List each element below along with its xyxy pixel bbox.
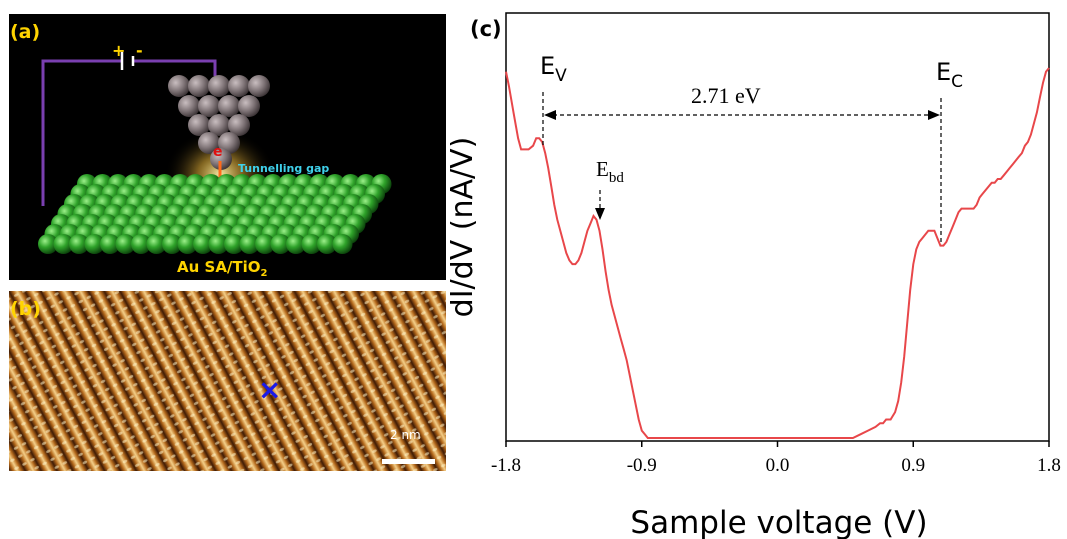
tip-atom bbox=[218, 95, 240, 117]
tip-atom bbox=[168, 75, 190, 97]
x-tick-label: -0.9 bbox=[627, 455, 657, 476]
surface-atom bbox=[317, 234, 337, 254]
sample-label: Au SA/TiO2 bbox=[177, 258, 268, 279]
tip-atom bbox=[208, 75, 230, 97]
scale-bar-label: 2 nm bbox=[390, 428, 421, 442]
surface-atom bbox=[301, 234, 322, 254]
band-gap-value: 2.71 eV bbox=[691, 83, 761, 108]
surface-atom bbox=[239, 234, 260, 254]
battery-plus-sign: + bbox=[112, 41, 125, 60]
panel-c-label: (c) bbox=[470, 17, 502, 41]
electron-symbol: e bbox=[213, 144, 223, 160]
tip-atom bbox=[198, 132, 220, 154]
stm-topography-image: × 2 nm (b) bbox=[9, 291, 446, 471]
tip-atom bbox=[248, 75, 270, 97]
didv-curve bbox=[505, 67, 1050, 439]
band-gap-annotation: 2.71 eV bbox=[542, 83, 942, 242]
surface-atom bbox=[177, 234, 198, 254]
panel-b-stm-topography: × 2 nm (b) bbox=[9, 291, 446, 471]
y-axis-label: dI/dV (nA/V) bbox=[450, 137, 480, 318]
tunnelling-gap-label: Tunnelling gap bbox=[238, 162, 329, 175]
didv-chart: (c) -1.8 -0.9 0.0 0.9 1.8 2.71 eV EV EC Ebd … bbox=[450, 12, 1061, 539]
surface-atom bbox=[38, 234, 58, 254]
tip-atom bbox=[198, 95, 220, 117]
tip-atom bbox=[228, 114, 250, 136]
tip-atom bbox=[188, 75, 210, 97]
surface-atom bbox=[224, 234, 244, 254]
circuit-wire bbox=[41, 59, 217, 206]
au-tio2-surface bbox=[38, 174, 392, 254]
tip-atom bbox=[228, 75, 250, 97]
panel-a-label: (a) bbox=[10, 21, 40, 43]
tip-atom bbox=[210, 148, 232, 170]
surface-atom bbox=[208, 234, 229, 254]
surface-atom bbox=[115, 234, 136, 254]
x-axis: -1.8 -0.9 0.0 0.9 1.8 bbox=[491, 441, 1061, 476]
panel-a-stm-schematic: + - e Tunnelling gap Au SA/TiO2 (a) bbox=[9, 14, 446, 280]
scale-bar bbox=[382, 459, 435, 464]
surface-atom bbox=[53, 234, 74, 254]
tip-atom bbox=[188, 114, 210, 136]
surface-atom bbox=[332, 234, 353, 254]
ec-label: EC bbox=[936, 58, 963, 92]
surface-atom bbox=[69, 234, 89, 254]
battery-icon bbox=[120, 52, 135, 70]
stm-schematic-graphic: + - e Tunnelling gap Au SA/TiO2 (a) bbox=[10, 21, 392, 279]
ev-label: EV bbox=[540, 52, 567, 86]
surface-atom bbox=[146, 234, 167, 254]
surface-atom bbox=[100, 234, 120, 254]
gap-arrow-right-head bbox=[928, 110, 940, 120]
tip-atom bbox=[238, 95, 260, 117]
surface-atom bbox=[286, 234, 306, 254]
battery-minus-sign: - bbox=[136, 41, 143, 60]
gap-arrow-left-head bbox=[544, 110, 556, 120]
plot-frame bbox=[505, 12, 1050, 442]
x-axis-label: Sample voltage (V) bbox=[630, 505, 927, 539]
ebd-arrow-head bbox=[595, 208, 605, 220]
surface-atom bbox=[84, 234, 105, 254]
surface-atom bbox=[255, 234, 275, 254]
panel-b-label: (b) bbox=[10, 298, 41, 320]
surface-atom bbox=[193, 234, 213, 254]
x-tick-label: 1.8 bbox=[1037, 455, 1061, 476]
surface-atom bbox=[162, 234, 182, 254]
panel-c-didv-chart: (c) -1.8 -0.9 0.0 0.9 1.8 2.71 eV EV EC Ebd … bbox=[450, 0, 1067, 539]
tip-atom bbox=[208, 114, 230, 136]
stm-tip bbox=[168, 75, 270, 170]
tip-atom bbox=[178, 95, 200, 117]
ebd-label: Ebd bbox=[596, 157, 624, 186]
surface-atom bbox=[270, 234, 291, 254]
x-tick-label: -1.8 bbox=[491, 455, 521, 476]
x-tick-label: 0.0 bbox=[766, 455, 790, 476]
x-tick-label: 0.9 bbox=[901, 455, 925, 476]
probe-position-marker: × bbox=[258, 373, 281, 406]
surface-atom bbox=[131, 234, 151, 254]
ebd-annotation: Ebd bbox=[595, 157, 624, 220]
